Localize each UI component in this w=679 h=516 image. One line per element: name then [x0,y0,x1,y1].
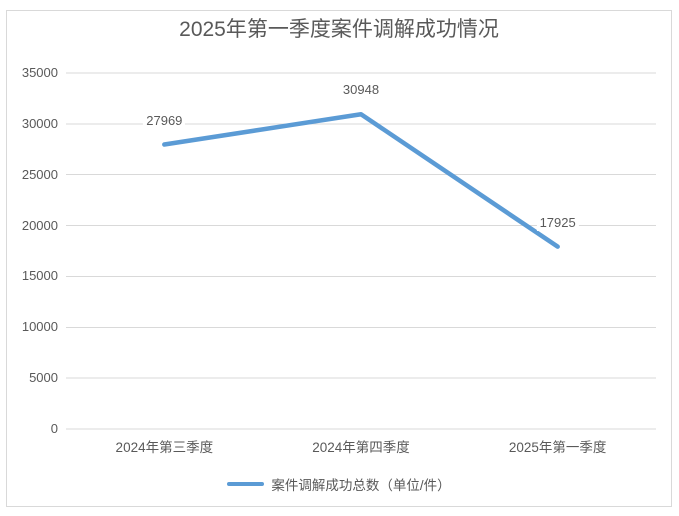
data-point-label: 30948 [339,82,383,99]
y-axis-tick-label: 30000 [21,115,58,131]
data-line [162,111,560,249]
legend-line-swatch [227,482,265,486]
data-point-label: 17925 [536,214,579,231]
y-axis-tick-label: 25000 [21,166,58,182]
data-point-label: 27969 [143,112,186,129]
chart-border [6,10,672,507]
y-axis-tick-label: 0 [50,421,58,436]
y-axis-tick-label: 10000 [21,319,58,335]
y-axis-tick-label: 15000 [21,268,58,284]
y-axis-tick-label: 35000 [21,65,58,80]
legend-series-label: 案件调解成功总数（单位/件） [271,478,451,493]
x-axis-category-label: 2024年第三季度 [115,440,214,455]
x-axis-category-label: 2024年第四季度 [312,440,410,455]
legend: 案件调解成功总数（单位/件） [6,474,672,494]
x-axis-category-label: 2025年第一季度 [508,440,607,455]
chart-title: 2025年第一季度案件调解成功情况 [179,18,499,41]
y-axis-tick-label: 20000 [21,217,58,233]
y-axis-tick-label: 5000 [29,370,58,386]
